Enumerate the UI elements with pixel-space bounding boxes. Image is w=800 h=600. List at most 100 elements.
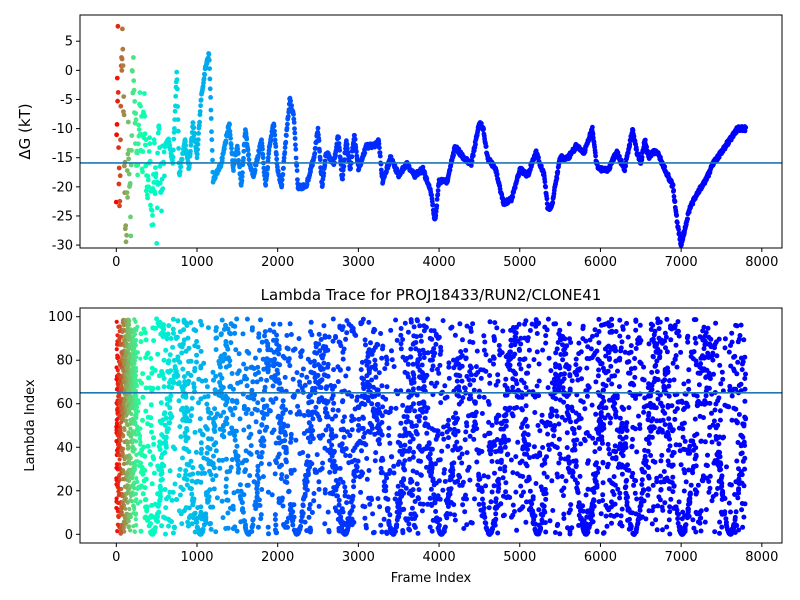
lambda-point: [363, 525, 369, 531]
lambda-point: [175, 373, 181, 379]
lambda-point: [704, 385, 710, 391]
lambda-point: [646, 441, 652, 446]
lambda-point: [624, 320, 630, 326]
lambda-point: [436, 370, 442, 376]
lambda-point: [318, 353, 324, 359]
lambda-point: [697, 520, 703, 526]
delta-g-point: [183, 139, 188, 144]
lambda-point: [578, 441, 584, 447]
lambda-point: [736, 478, 742, 484]
delta-g-point: [318, 165, 323, 171]
lambda-point: [300, 366, 306, 372]
lambda-point: [459, 460, 465, 466]
lambda-point: [354, 397, 360, 403]
delta-g-point: [316, 138, 322, 144]
lambda-point: [595, 373, 601, 379]
lambda-point: [259, 487, 265, 492]
delta-g-point: [125, 195, 130, 200]
lambda-point: [467, 382, 473, 388]
lambda-point: [387, 440, 393, 446]
lambda-point: [672, 416, 678, 422]
lambda-point: [279, 462, 284, 468]
lambda-point: [159, 470, 165, 476]
lambda-point: [212, 406, 218, 412]
lambda-point: [401, 490, 407, 496]
delta-g-point: [146, 149, 152, 154]
lambda-point: [249, 411, 255, 417]
lambda-point: [481, 473, 487, 479]
delta-g-point: [132, 99, 138, 104]
delta-g-point: [662, 164, 668, 170]
lambda-point: [411, 379, 417, 385]
lambda-point: [658, 458, 664, 464]
delta-g-point: [220, 155, 225, 161]
lambda-point: [519, 493, 524, 499]
lambda-point: [483, 368, 489, 374]
lambda-point: [158, 455, 164, 460]
lambda-point: [228, 340, 234, 346]
delta-g-point: [291, 120, 297, 125]
delta-g-point: [118, 137, 123, 143]
lambda-point: [606, 377, 612, 383]
delta-g-point: [340, 172, 346, 178]
lambda-point: [720, 376, 726, 382]
lambda-point: [342, 489, 348, 495]
lambda-point: [513, 489, 519, 495]
lambda-point: [149, 502, 155, 508]
delta-g-point: [140, 149, 146, 154]
lambda-point: [134, 511, 139, 516]
lambda-point: [516, 321, 522, 327]
delta-g-point: [430, 202, 436, 208]
lambda-point: [230, 503, 236, 509]
lambda-point: [195, 344, 201, 350]
lambda-point: [619, 339, 625, 345]
delta-g-point: [190, 120, 196, 126]
lambda-point: [531, 444, 537, 450]
delta-g-point: [114, 132, 119, 138]
delta-g-point: [171, 136, 177, 142]
lambda-point: [625, 517, 631, 523]
lambda-point: [217, 379, 223, 385]
lambda-point: [523, 318, 529, 324]
lambda-point: [580, 399, 586, 405]
lambda-point: [714, 353, 720, 359]
lambda-point: [642, 395, 648, 401]
lambda-point: [208, 504, 214, 510]
lambda-point: [180, 366, 186, 372]
delta-g-point: [179, 156, 185, 162]
lambda-point: [545, 431, 551, 437]
lambda-point: [613, 409, 619, 415]
lambda-point: [447, 511, 453, 517]
lambda-point: [410, 386, 416, 392]
lambda-point: [609, 520, 614, 526]
lambda-point: [514, 527, 520, 533]
lambda-point: [427, 357, 433, 363]
delta-g-point: [639, 154, 645, 160]
delta-g-point: [223, 138, 229, 144]
lambda-point: [185, 408, 191, 414]
lambda-point: [427, 495, 433, 501]
lambda-point: [237, 482, 243, 488]
lambda-point: [494, 420, 499, 425]
lambda-point: [601, 398, 607, 404]
lambda-point: [632, 365, 638, 371]
delta-g-point: [281, 165, 286, 171]
lambda-point: [585, 460, 591, 466]
lambda-point: [411, 324, 417, 330]
delta-g-point: [255, 153, 261, 159]
delta-g-point: [246, 157, 252, 163]
delta-g-point: [288, 98, 293, 104]
delta-g-point: [468, 163, 474, 168]
lambda-point: [294, 370, 300, 376]
lambda-point: [192, 368, 198, 374]
delta-g-point: [174, 77, 180, 82]
lambda-point: [446, 375, 452, 381]
lambda-point: [140, 417, 145, 423]
lambda-point: [143, 385, 149, 391]
delta-g-point: [126, 171, 132, 177]
delta-g-point: [145, 177, 151, 183]
lambda-point: [739, 450, 745, 456]
lambda-point: [138, 426, 143, 431]
lambda-point: [658, 400, 664, 406]
delta-g-point: [295, 177, 300, 183]
